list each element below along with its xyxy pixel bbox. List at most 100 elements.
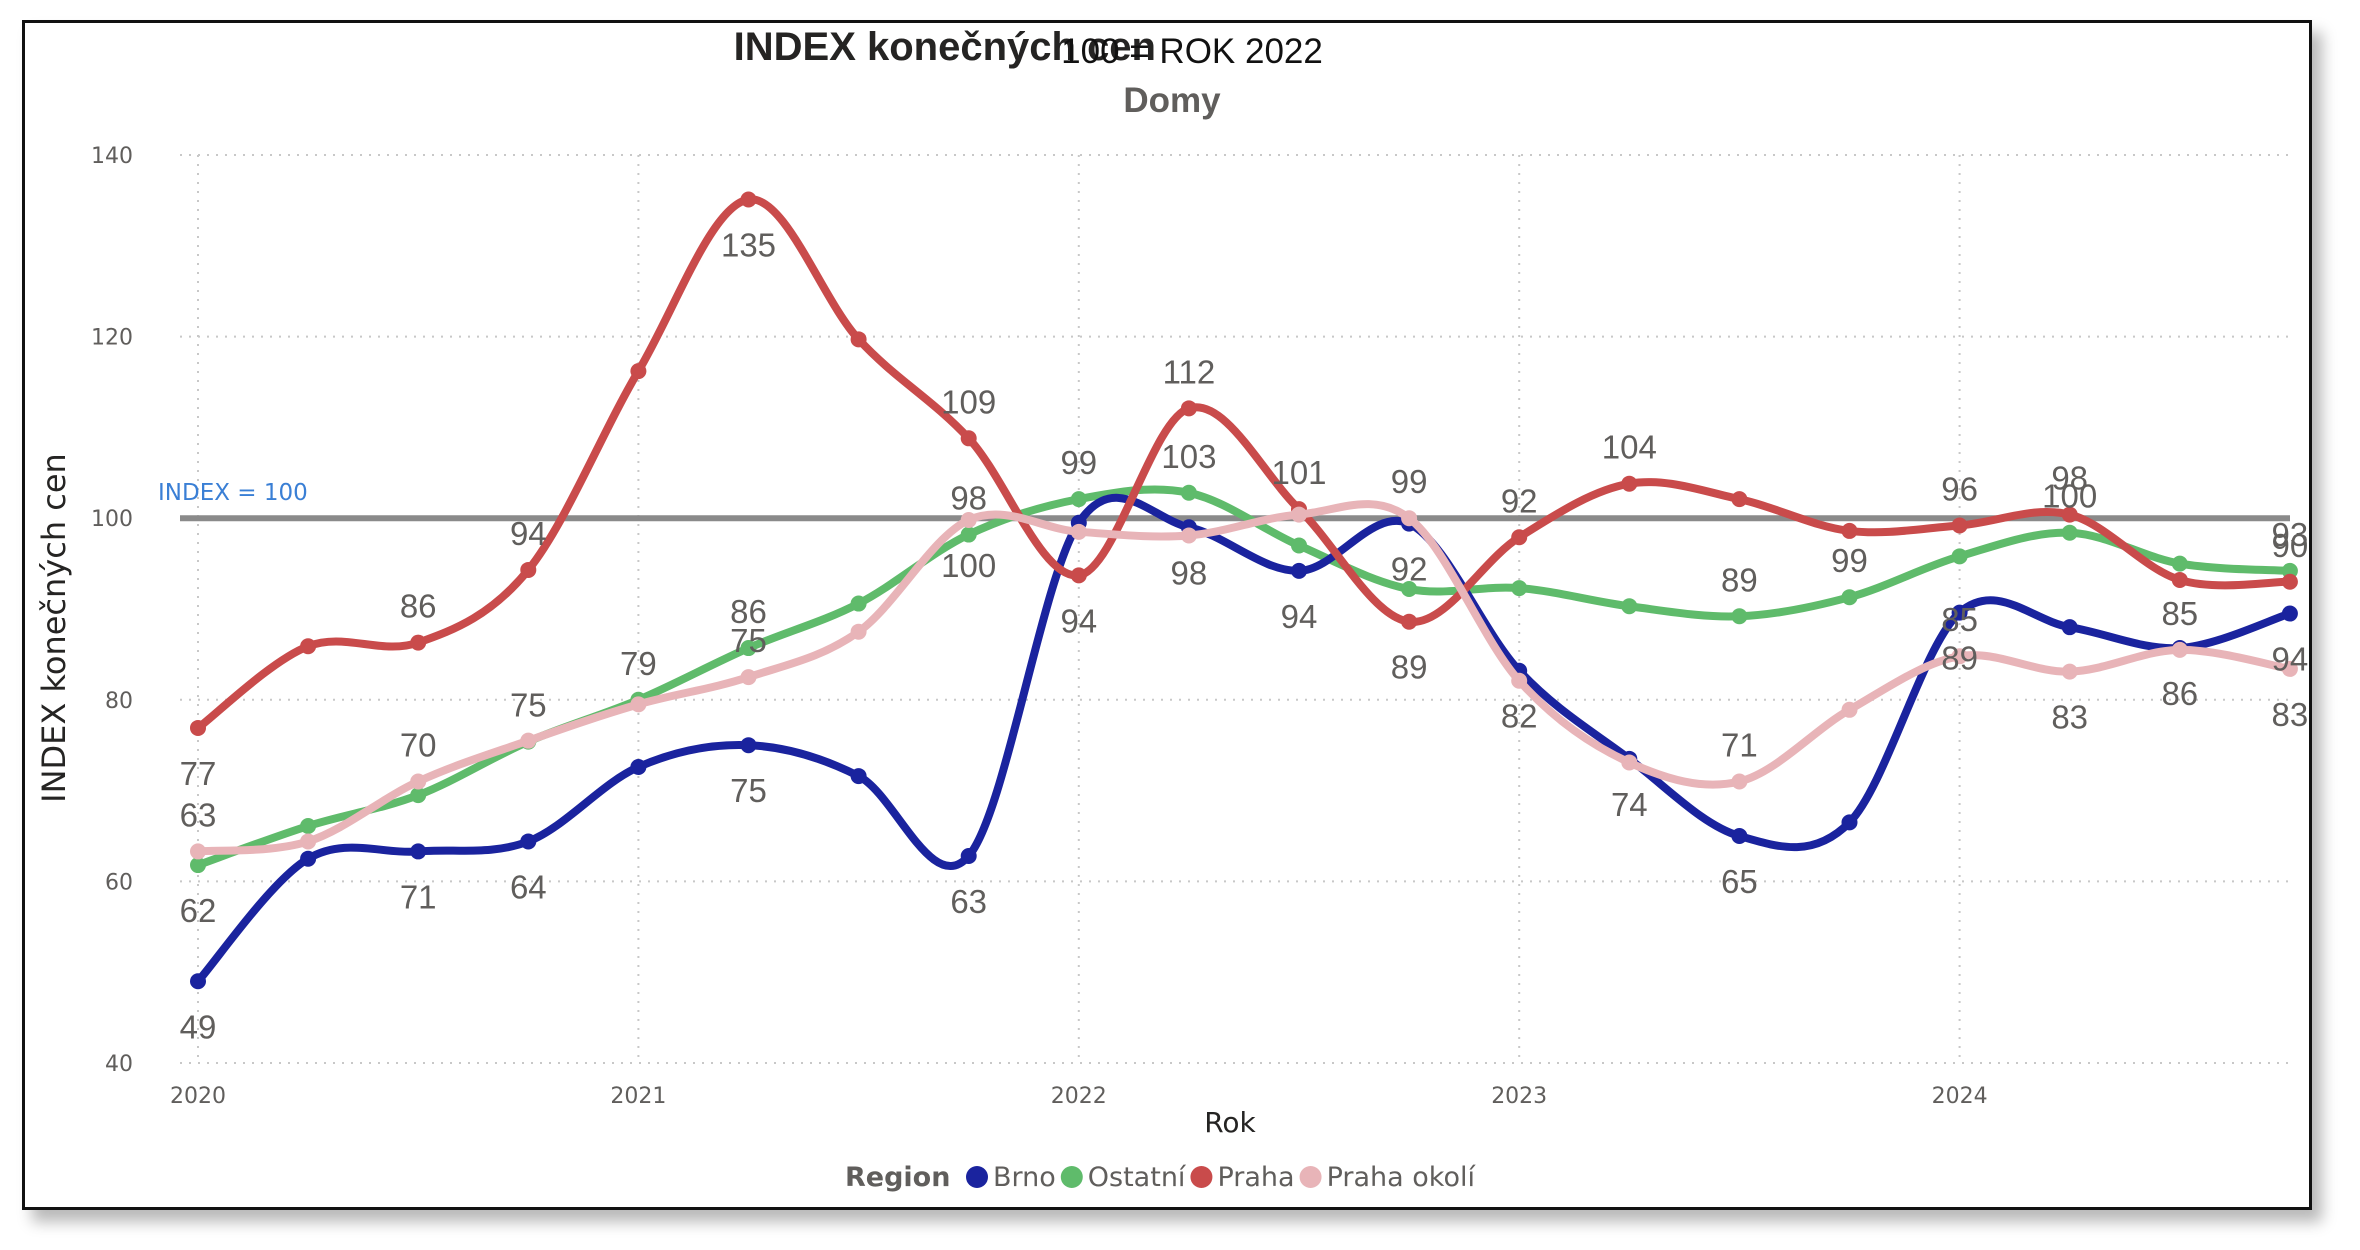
data-label-praha-okoli: 63 — [180, 796, 217, 833]
data-label-brno: 94 — [1281, 598, 1318, 635]
data-point-praha-okoli — [2171, 641, 2188, 658]
data-label-praha-okoli: 99 — [1391, 463, 1428, 500]
line-chart: INDEX konečných cen 100 = ROK 2022 Domy … — [35, 25, 2309, 1193]
data-point-praha-okoli — [1401, 510, 1418, 527]
data-labels: 49 71 64 75 63 98 94 92 82 74 65 89 86 94 62 75 79 86 98 99… — [180, 226, 2309, 1045]
data-label-praha-okoli: 83 — [2272, 696, 2309, 733]
data-label-ostatni: 75 — [510, 687, 547, 724]
data-point-brno — [520, 833, 537, 850]
data-point-ostatni — [1180, 484, 1197, 501]
data-point-ostatni — [850, 595, 867, 612]
data-label-praha-okoli: 71 — [1721, 727, 1758, 764]
data-point-praha-okoli — [1291, 506, 1307, 523]
data-label-ostatni: 62 — [180, 892, 217, 929]
data-label-praha: 90 — [2272, 527, 2309, 564]
reference-line: INDEX = 100 — [158, 480, 2290, 522]
data-label-brno: 63 — [950, 883, 987, 920]
data-point-ostatni — [1070, 491, 1087, 508]
data-point-praha-okoli — [1180, 527, 1197, 544]
data-point-praha-okoli — [1951, 648, 1968, 665]
data-point-brno — [1291, 562, 1307, 579]
data-label-brno: 65 — [1721, 863, 1758, 900]
data-label-ostatni: 103 — [1161, 438, 1216, 475]
data-label-praha: 77 — [180, 755, 217, 792]
data-point-ostatni — [1401, 581, 1418, 598]
series-line-brno — [194, 493, 2294, 986]
legend-label-brno: Brno — [993, 1162, 1056, 1193]
x-tick-label: 2024 — [1932, 1084, 1988, 1109]
data-label-brno: 86 — [2161, 675, 2198, 712]
legend-title: Region — [845, 1162, 950, 1193]
legend-label-praha-okoli: Praha okolí — [1327, 1162, 1477, 1193]
data-point-ostatni — [960, 526, 977, 543]
data-label-praha-okoli: 100 — [941, 547, 996, 584]
y-tick-label: 120 — [91, 326, 133, 351]
data-point-brno — [1841, 814, 1858, 831]
legend-marker-praha — [1190, 1166, 1213, 1188]
data-label-ostatni: 93 — [2272, 516, 2309, 553]
data-point-praha — [960, 430, 977, 447]
data-point-praha — [2171, 571, 2188, 588]
legend-marker-brno — [966, 1166, 988, 1188]
data-point-praha — [1070, 567, 1087, 584]
data-label-praha: 89 — [1391, 649, 1428, 686]
data-point-praha — [1621, 475, 1638, 492]
data-point-praha-okoli — [1511, 672, 1528, 689]
x-tick-label: 2021 — [610, 1084, 666, 1109]
data-label-brno: 64 — [510, 868, 547, 905]
data-point-brno — [630, 758, 647, 775]
data-label-praha-okoli: 85 — [2161, 595, 2198, 632]
data-point-ostatni — [2061, 524, 2078, 541]
data-label-praha: 94 — [1060, 602, 1097, 639]
data-label-praha: 104 — [1602, 429, 1657, 466]
data-point-praha — [1180, 400, 1197, 417]
data-point-ostatni — [1951, 548, 1968, 565]
data-label-brno: 82 — [1501, 698, 1538, 735]
data-point-praha-okoli — [1070, 523, 1087, 540]
data-label-praha: 86 — [400, 588, 437, 625]
y-tick-label: 140 — [91, 144, 133, 169]
data-point-brno — [190, 973, 206, 990]
y-tick-label: 40 — [105, 1052, 133, 1077]
data-point-brno — [850, 768, 867, 785]
data-label-brno: 94 — [2272, 641, 2309, 678]
data-point-praha-okoli — [520, 732, 537, 749]
data-point-praha-okoli — [740, 669, 757, 686]
data-point-praha — [1401, 613, 1418, 630]
data-point-ostatni — [1841, 589, 1858, 606]
y-tick-label: 80 — [105, 689, 133, 714]
reference-line-label: INDEX = 100 — [158, 480, 308, 506]
y-tick-label: 60 — [105, 870, 133, 895]
data-label-ostatni: 98 — [950, 480, 987, 517]
data-point-ostatni — [1731, 608, 1748, 625]
data-point-brno — [1731, 828, 1748, 844]
data-point-praha — [1841, 522, 1858, 539]
data-point-praha — [1951, 517, 1968, 534]
data-point-ostatni — [1291, 537, 1307, 554]
data-label-praha: 101 — [1271, 454, 1326, 491]
data-point-praha-okoli — [410, 773, 427, 790]
series-layer — [190, 191, 2298, 990]
chart-title-note: 100 = ROK 2022 — [1061, 32, 1323, 71]
data-label-praha: 135 — [721, 226, 776, 263]
data-point-praha-okoli — [2061, 663, 2078, 680]
data-label-ostatni: 86 — [730, 593, 767, 630]
data-point-praha — [630, 363, 647, 380]
legend-label-praha: Praha — [1217, 1162, 1294, 1193]
data-point-brno — [1951, 604, 1968, 621]
data-point-praha-okoli — [630, 696, 647, 713]
data-label-ostatni: 100 — [2042, 478, 2097, 515]
data-label-ostatni: 99 — [1060, 444, 1097, 481]
data-point-praha — [2061, 506, 2078, 523]
data-point-brno — [410, 843, 427, 860]
data-point-brno — [960, 847, 977, 864]
data-label-brno: 98 — [1171, 554, 1208, 591]
data-label-brno: 49 — [180, 1008, 217, 1045]
data-point-praha-okoli — [1731, 773, 1748, 790]
data-label-praha-okoli: 85 — [1941, 601, 1978, 638]
x-axis-title: Rok — [1204, 1106, 1256, 1139]
data-point-praha — [190, 719, 206, 736]
data-label-ostatni: 79 — [620, 645, 657, 682]
data-label-ostatni: 99 — [1831, 542, 1868, 579]
chart-subtitle: Domy — [1123, 81, 1221, 120]
